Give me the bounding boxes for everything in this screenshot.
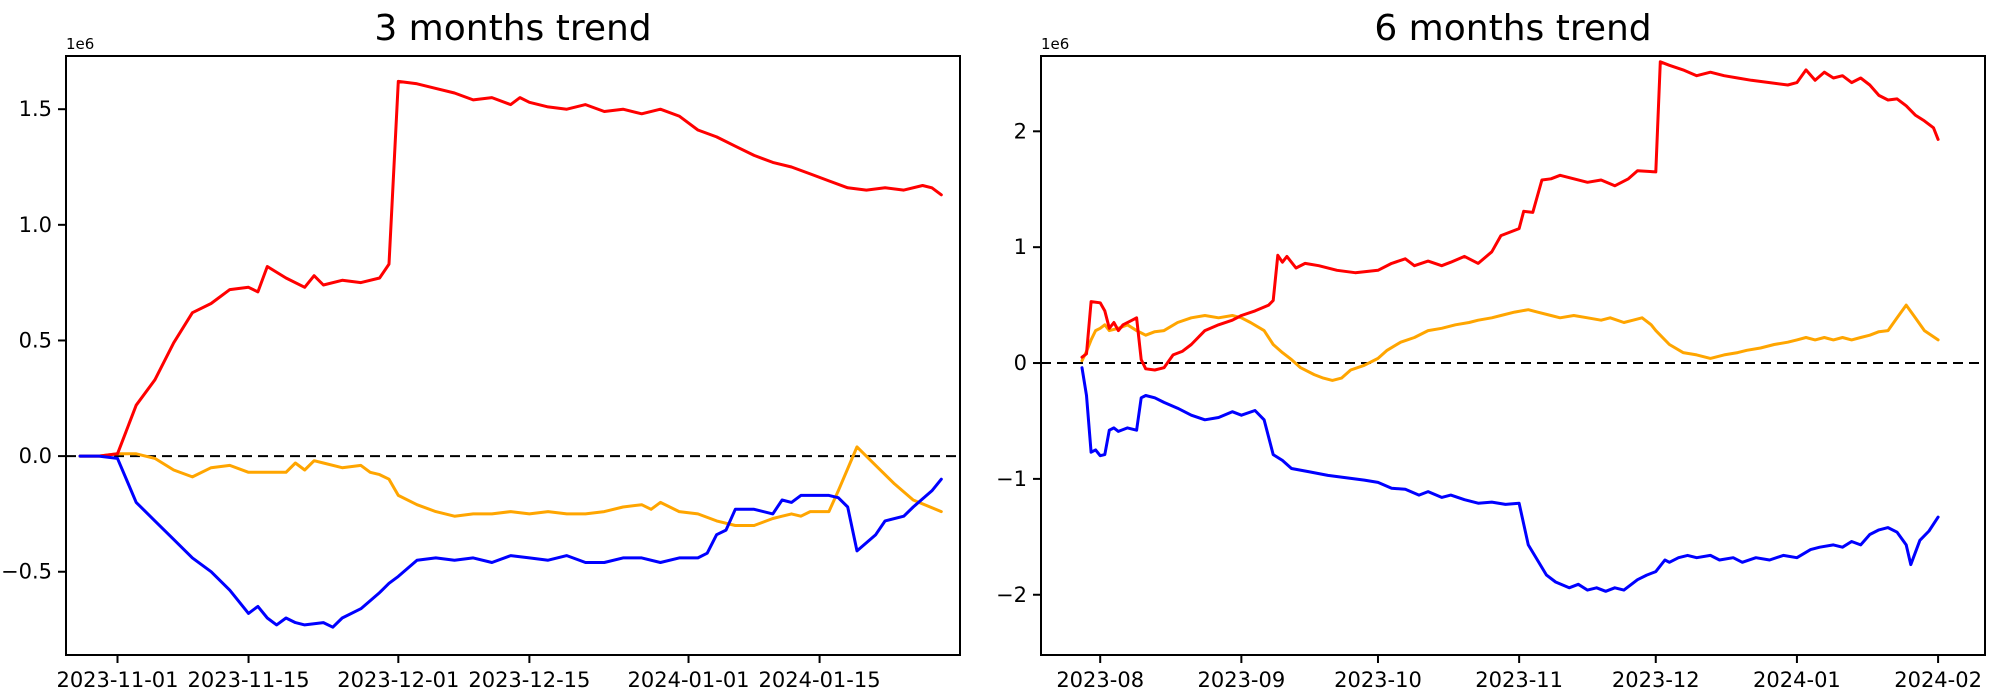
x-tick-label: 2023-09: [1197, 668, 1285, 692]
series-orange-line: [1080, 303, 1940, 382]
y-axis-offset-label: 1e6: [66, 35, 94, 53]
x-tick-label: 2023-12-01: [337, 668, 459, 692]
x-tick-label: 2023-10: [1334, 668, 1422, 692]
x-tick-label: 2023-12-15: [468, 668, 590, 692]
x-tick-label: 2024-01-15: [759, 668, 881, 692]
chart-title: 3 months trend: [374, 8, 651, 49]
y-tick-label: 0: [1014, 351, 1027, 375]
plot-area-frame: [65, 55, 961, 656]
series-blue-line: [1080, 366, 1940, 593]
plot-area-frame: [1040, 55, 1986, 656]
y-tick-label: 2: [1014, 119, 1027, 143]
chart-0: 2023-11-01 2023-11-15 2023-12-01 2023-12-15…: [1, 8, 961, 692]
y-tick-label: −1: [996, 467, 1027, 491]
x-tick-label: 2023-11: [1475, 668, 1563, 692]
series-blue-line: [78, 454, 943, 629]
y-axis-offset-label: 1e6: [1041, 35, 1069, 53]
x-tick-label: 2023-08: [1056, 668, 1144, 692]
y-tick-label: 1: [1014, 235, 1027, 259]
x-tick-label: 2024-02: [1894, 668, 1982, 692]
y-tick-label: −0.5: [1, 560, 52, 584]
chart-1: 2023-08 2023-09 2023-10 2023-11 2023-12 2024-…: [996, 8, 1986, 692]
series-orange-line: [78, 445, 943, 527]
y-tick-label: 1.5: [19, 97, 52, 121]
x-tick-label: 2023-12: [1612, 668, 1700, 692]
y-tick-label: 0.5: [19, 328, 52, 352]
x-tick-label: 2024-01-01: [628, 668, 750, 692]
x-tick-label: 2023-11-15: [188, 668, 310, 692]
y-tick-label: 0.0: [19, 444, 52, 468]
series-red-line: [78, 79, 943, 458]
x-tick-label: 2024-01: [1753, 668, 1841, 692]
series-red-line: [1080, 60, 1940, 372]
y-tick-label: 1.0: [19, 213, 52, 237]
x-tick-label: 2023-11-01: [56, 668, 178, 692]
y-tick-label: −2: [996, 583, 1027, 607]
chart-title: 6 months trend: [1374, 8, 1651, 49]
